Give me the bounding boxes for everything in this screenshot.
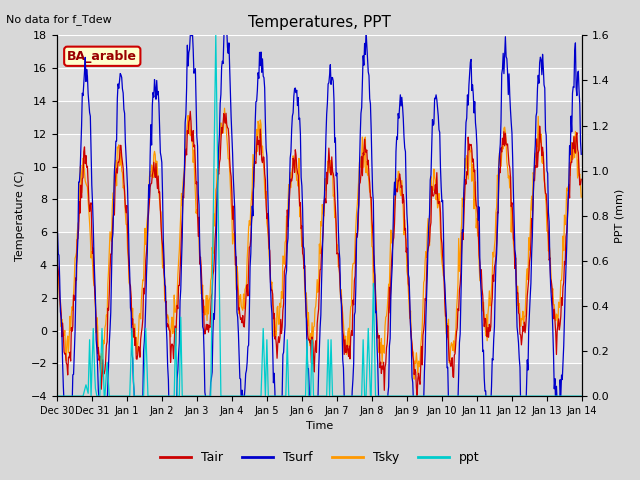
Tsurf [116,71,124,76]
Tair [413,394,421,399]
Text: BA_arable: BA_arable [67,50,138,63]
Tair [116,143,124,148]
Line: ppt: ppt [57,36,581,396]
Tsurf [399,103,406,109]
Tsurf [383,420,391,426]
Bar [57,363,582,396]
Tsky [63,358,70,363]
ppt [383,393,391,399]
Tsurf [221,13,228,19]
Tair [53,233,61,239]
Bar [57,298,582,331]
Legend: Tair, Tsurf, Tsky, ppt: Tair, Tsurf, Tsky, ppt [155,446,485,469]
Tair [383,340,391,346]
ppt [399,393,406,399]
Tair [399,200,406,206]
Title: Temperatures, PPT: Temperatures, PPT [248,15,391,30]
Tair [63,360,70,366]
Line: Tsky: Tsky [57,108,581,379]
Tsky [116,161,124,167]
ppt [170,393,177,399]
Y-axis label: Temperature (C): Temperature (C) [15,170,25,261]
Tsky [383,306,391,312]
Tair [198,284,206,289]
Tsky [221,105,228,111]
Tair [577,177,585,182]
ppt [53,393,61,399]
ppt [197,393,205,399]
Bar [57,167,582,199]
Tsurf [53,228,61,233]
ppt [116,393,124,399]
ppt [577,393,585,399]
Tsky [197,291,205,297]
Tsky [170,326,177,332]
Tsurf [170,442,177,447]
Tsky [410,376,418,382]
Tsurf [63,435,70,441]
Tair [186,108,194,114]
X-axis label: Time: Time [306,421,333,432]
ppt [63,393,70,399]
Tsky [399,192,406,198]
Bar [57,36,582,68]
Bar [57,101,582,134]
Tsky [577,194,585,200]
Bar [57,232,582,265]
Tsurf [577,152,585,157]
Tair [170,356,177,361]
Tsurf [197,279,205,285]
Line: Tair: Tair [57,111,581,396]
ppt [212,33,220,38]
Tsky [53,238,61,243]
Text: No data for f_Tdew: No data for f_Tdew [6,14,112,25]
Y-axis label: PPT (mm): PPT (mm) [615,189,625,243]
Line: Tsurf: Tsurf [57,16,581,480]
